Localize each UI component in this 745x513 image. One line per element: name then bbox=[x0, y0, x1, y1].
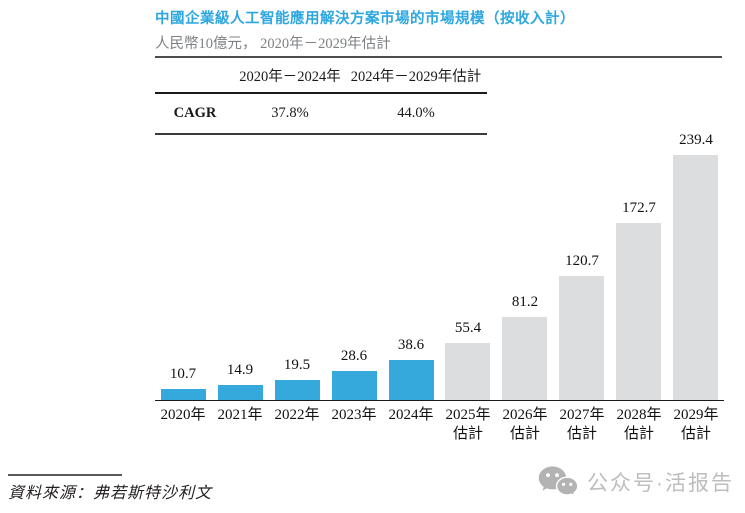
x-axis-label: 2028年 估計 bbox=[616, 407, 662, 442]
bar-value-label: 239.4 bbox=[679, 132, 713, 148]
bar-2025年估計 bbox=[445, 343, 490, 400]
cagr-period-2: 2024年－2029年估計 bbox=[350, 68, 482, 85]
bar-chart: 10.7 14.9 19.5 28.6 38.6 55.4 81.2 120.7 172.7 23… bbox=[155, 132, 724, 450]
x-axis-label: 2025年 估計 bbox=[445, 407, 491, 442]
bar-value-label: 172.7 bbox=[622, 200, 656, 216]
x-axis-label: 2024年 bbox=[388, 407, 434, 423]
source-text: 資料來源：弗若斯特沙利文 bbox=[8, 485, 213, 502]
bar-value-label: 28.6 bbox=[340, 348, 368, 364]
chart-subtitle: 人民幣10億元， 2020年－2029年估計 bbox=[155, 36, 391, 52]
cagr-table: 2020年－2024年 2024年－2029年估計 CAGR 37.8% 44.… bbox=[155, 58, 487, 135]
x-axis-label: 2020年 bbox=[160, 407, 206, 423]
cagr-table-bottom-divider bbox=[155, 132, 487, 135]
bar-chart-plot-area: 10.7 14.9 19.5 28.6 38.6 55.4 81.2 120.7 172.7 23… bbox=[155, 132, 724, 401]
cagr-value-1: 37.8% bbox=[271, 104, 309, 121]
cagr-row-label: CAGR bbox=[173, 104, 217, 121]
bar-2027年估計 bbox=[559, 276, 604, 400]
bar-value-label: 10.7 bbox=[169, 366, 197, 382]
cagr-table-divider bbox=[155, 92, 487, 94]
watermark-text: 公众号·活报告 bbox=[587, 472, 734, 495]
chart-title: 中國企業級人工智能應用解決方案市場的市場規模（按收入計） bbox=[155, 11, 575, 27]
bar-2026年估計 bbox=[502, 317, 547, 400]
x-axis-label: 2023年 bbox=[331, 407, 377, 423]
bar-2029年估計 bbox=[673, 155, 718, 400]
bar-2021年 bbox=[218, 385, 263, 400]
cagr-table-row: CAGR 37.8% 44.0% bbox=[155, 94, 487, 133]
bar-value-label: 19.5 bbox=[283, 357, 311, 373]
x-axis-label: 2022年 bbox=[274, 407, 320, 423]
bar-2024年 bbox=[389, 360, 434, 400]
cagr-period-1: 2020年－2024年 bbox=[239, 68, 341, 85]
bar-2022年 bbox=[275, 380, 320, 400]
source-divider bbox=[8, 474, 122, 476]
cagr-value-2: 44.0% bbox=[397, 104, 435, 121]
watermark: 公众号·活报告 bbox=[538, 465, 734, 499]
x-axis-label: 2029年 估計 bbox=[673, 407, 719, 442]
x-axis-label: 2026年 估計 bbox=[502, 407, 548, 442]
x-axis-label: 2027年 估計 bbox=[559, 407, 605, 442]
bar-2020年 bbox=[161, 389, 206, 400]
bar-value-label: 120.7 bbox=[565, 253, 599, 269]
bar-2028年估計 bbox=[616, 223, 661, 400]
bar-value-label: 38.6 bbox=[397, 337, 425, 353]
wechat-icon bbox=[538, 465, 579, 499]
bar-value-label: 81.2 bbox=[511, 294, 539, 310]
bar-value-label: 14.9 bbox=[226, 362, 254, 378]
x-axis-label: 2021年 bbox=[217, 407, 263, 423]
bar-value-label: 55.4 bbox=[454, 320, 482, 336]
bar-2023年 bbox=[332, 371, 377, 400]
header-divider bbox=[155, 56, 722, 58]
cagr-table-header: 2020年－2024年 2024年－2029年估計 bbox=[155, 58, 487, 92]
